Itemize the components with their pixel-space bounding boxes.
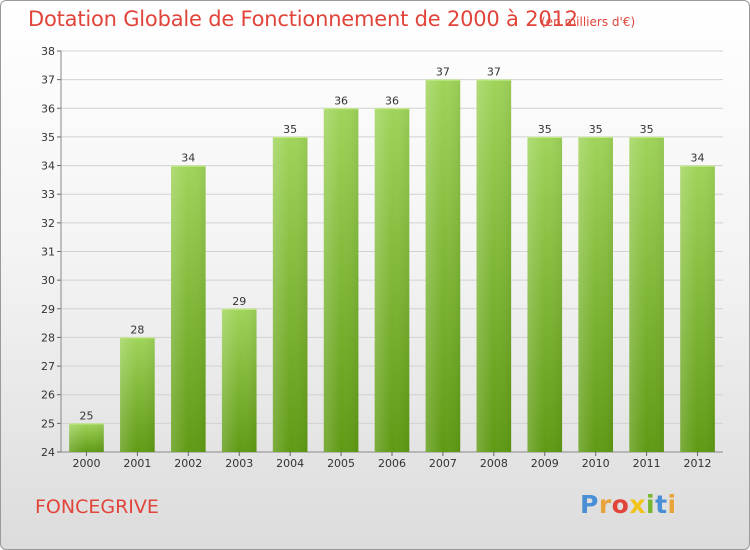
proxiti-logo[interactable]: Proxiti <box>580 490 677 519</box>
chart-subtitle: (en milliers d'€) <box>541 15 636 29</box>
x-tick-label: 2012 <box>684 457 712 470</box>
x-tick-label: 2007 <box>429 457 457 470</box>
logo-letter: r <box>598 490 612 519</box>
logo-letter: x <box>629 490 646 519</box>
data-label: 35 <box>640 123 654 136</box>
y-tick-label: 35 <box>41 131 55 144</box>
logo-letter: t <box>655 490 668 519</box>
data-label: 36 <box>334 94 348 107</box>
x-tick-label: 2008 <box>480 457 508 470</box>
data-label: 37 <box>436 66 450 79</box>
chart-title: Dotation Globale de Fonctionnement de 20… <box>28 7 578 31</box>
logo-letter: P <box>580 490 599 519</box>
y-tick-label: 37 <box>41 74 55 87</box>
y-tick-label: 27 <box>41 360 55 373</box>
data-label: 37 <box>487 66 501 79</box>
commune-name: FONCEGRIVE <box>35 496 159 518</box>
bar-shine <box>578 136 614 452</box>
bar-shine <box>69 423 104 452</box>
data-label: 35 <box>283 123 297 136</box>
bar-shine <box>629 136 664 452</box>
bars <box>69 79 715 453</box>
logo-letter: i <box>667 490 677 519</box>
x-tick-label: 2001 <box>123 457 151 470</box>
logo-letter: i <box>646 490 656 519</box>
x-tick-label: 2003 <box>225 457 253 470</box>
data-label: 25 <box>79 409 93 422</box>
bar-shine <box>170 165 206 453</box>
data-label: 35 <box>538 123 552 136</box>
data-label: 29 <box>232 295 246 308</box>
bar-shine <box>323 108 359 453</box>
bar-shine <box>221 308 257 452</box>
bar-shine <box>680 165 715 453</box>
data-label: 34 <box>181 152 195 165</box>
bar-shine <box>425 79 461 453</box>
x-tick-label: 2002 <box>174 457 202 470</box>
y-tick-label: 30 <box>41 274 55 287</box>
y-tick-label: 31 <box>41 246 55 259</box>
y-tick-label: 38 <box>41 45 55 58</box>
bar-shine <box>272 136 308 452</box>
y-tick-label: 26 <box>41 389 55 402</box>
x-tick-label: 2005 <box>327 457 355 470</box>
y-tick-label: 33 <box>41 188 55 201</box>
y-tick-label: 24 <box>41 446 55 459</box>
labels: 25 2000 28 2001 34 2002 29 2003 35 2004 36 2005 36 20… <box>72 66 711 470</box>
x-tick-label: 2004 <box>276 457 304 470</box>
y-tick-label: 28 <box>41 331 55 344</box>
bar-shine <box>374 108 410 453</box>
bar-shine <box>120 337 155 452</box>
x-tick-label: 2006 <box>378 457 406 470</box>
y-tick-label: 34 <box>41 160 55 173</box>
data-label: 28 <box>130 323 144 336</box>
x-tick-label: 2000 <box>72 457 100 470</box>
y-tick-label: 36 <box>41 102 55 115</box>
x-tick-label: 2010 <box>582 457 610 470</box>
x-tick-label: 2009 <box>531 457 559 470</box>
y-tick-label: 29 <box>41 303 55 316</box>
data-label: 34 <box>691 152 705 165</box>
bar-shine <box>476 79 512 453</box>
x-tick-label: 2011 <box>633 457 661 470</box>
data-label: 35 <box>589 123 603 136</box>
y-tick-label: 25 <box>41 417 55 430</box>
y-tick-label: 32 <box>41 217 55 230</box>
logo-letter: o <box>611 490 630 519</box>
data-label: 36 <box>385 94 399 107</box>
bar-shine <box>527 136 563 452</box>
